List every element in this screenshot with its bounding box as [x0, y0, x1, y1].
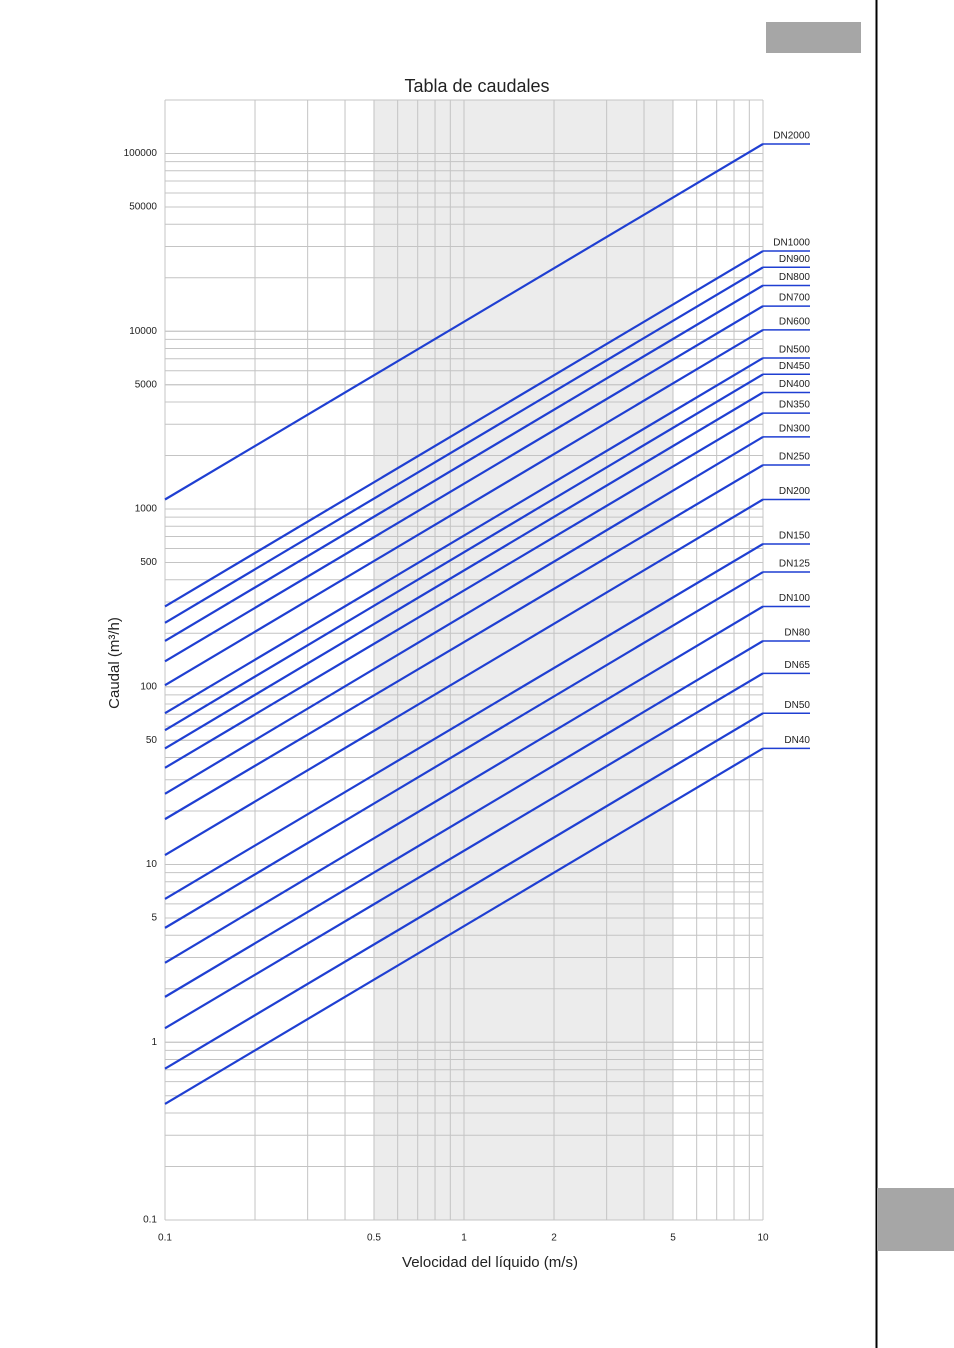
series-line: [164, 143, 764, 501]
tab-marker: [766, 22, 861, 53]
legend-label: DN250: [779, 452, 811, 463]
y-tick-label: 5000: [135, 379, 158, 390]
legend-label: DN80: [784, 628, 810, 639]
x-tick-label: 0.1: [158, 1233, 172, 1244]
series-line: [164, 672, 764, 1030]
y-tick-label: 50: [146, 735, 158, 746]
series-line: [164, 328, 764, 687]
legend-label: DN65: [784, 660, 810, 671]
side-tab: [877, 1188, 954, 1251]
x-tick-label: 2: [551, 1233, 557, 1244]
series-line: [164, 747, 764, 1105]
series-line: [164, 266, 764, 624]
legend-label: DN1000: [773, 238, 810, 249]
y-tick-label: 100000: [124, 148, 158, 159]
series-line: [164, 640, 764, 998]
legend-label: DN40: [784, 735, 810, 746]
y-tick-label: 0.1: [143, 1215, 157, 1226]
legend-label: DN600: [779, 317, 811, 328]
legend-label: DN700: [779, 293, 811, 304]
x-axis-label: Velocidad del líquido (m/s): [402, 1254, 578, 1271]
legend-label: DN300: [779, 424, 811, 435]
shaded-band: [373, 100, 673, 1220]
legend-label: DN800: [779, 272, 811, 283]
y-tick-label: 1000: [135, 504, 158, 515]
y-tick-label: 50000: [129, 202, 157, 213]
series-line: [164, 464, 764, 821]
series-line: [164, 284, 764, 642]
y-tick-label: 5: [151, 913, 157, 924]
x-tick-label: 1: [461, 1233, 467, 1244]
series-line: [164, 571, 764, 929]
legend-label: DN150: [779, 531, 811, 542]
series-line: [164, 305, 764, 663]
legend-label: DN500: [779, 345, 811, 356]
legend-label: DN2000: [773, 131, 810, 142]
y-tick-label: 500: [140, 557, 157, 568]
x-tick-label: 10: [757, 1233, 769, 1244]
series-line: [164, 542, 764, 900]
y-tick-label: 10000: [129, 326, 157, 337]
legend-label: DN400: [779, 379, 811, 390]
x-tick-label: 0.5: [367, 1233, 381, 1244]
y-tick-label: 1: [151, 1037, 157, 1048]
series-line: [164, 605, 764, 964]
legend-label: DN50: [784, 700, 810, 711]
legend-label: DN350: [779, 400, 811, 411]
legend-label: DN200: [779, 486, 811, 497]
chart-title: Tabla de caudales: [404, 76, 549, 96]
series-line: [164, 435, 764, 795]
series-line: [164, 391, 764, 750]
plot-area: 0.1 0.5 1 2 5 10 0.1 1 5 10 50 100 500 1000 5000 10000 5…: [124, 99, 811, 1244]
y-tick-label: 10: [146, 859, 158, 870]
series-line: [164, 250, 764, 608]
x-tick-label: 5: [670, 1233, 676, 1244]
series-line: [164, 373, 764, 732]
legend-label: DN100: [779, 593, 811, 604]
y-tick-label: 100: [140, 681, 157, 692]
legend-label: DN125: [779, 559, 811, 570]
series-line: [164, 412, 764, 769]
y-axis-label: Caudal (m³/h): [106, 617, 123, 709]
legend-label: DN900: [779, 254, 811, 265]
series-line: [164, 498, 764, 857]
series-line: [164, 357, 764, 715]
series-line: [164, 712, 764, 1070]
legend-label: DN450: [779, 361, 811, 372]
